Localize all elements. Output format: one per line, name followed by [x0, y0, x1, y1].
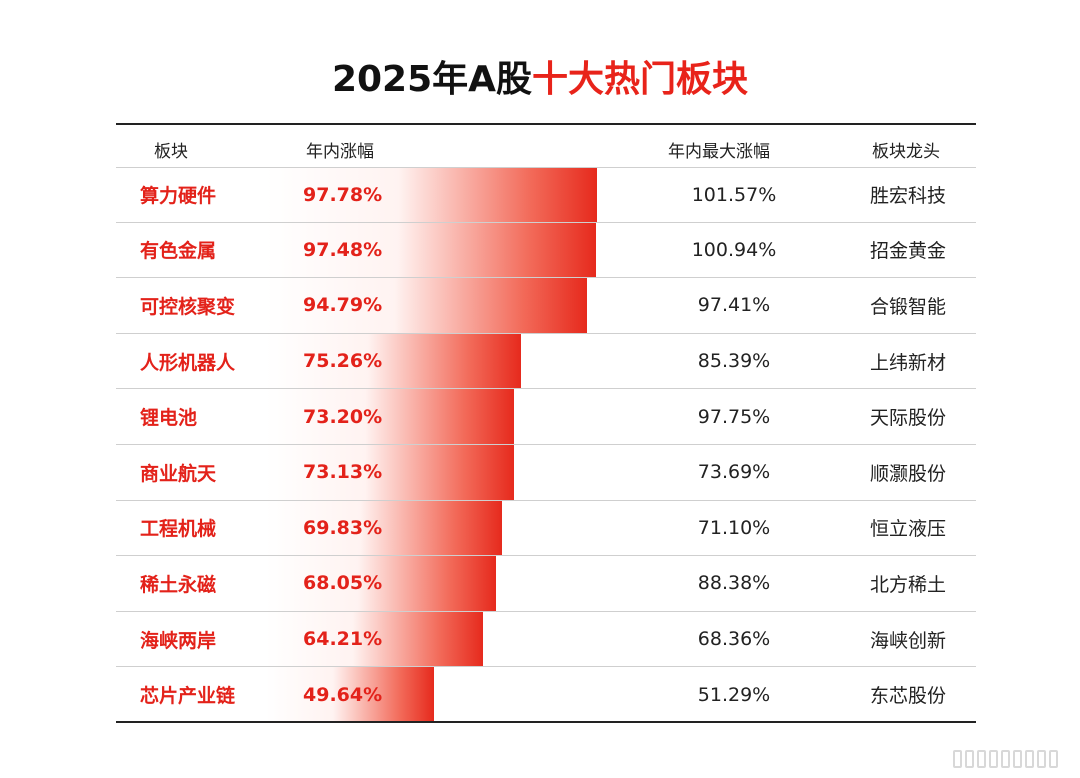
table-top-rule [116, 123, 976, 125]
gain-bar [266, 611, 484, 667]
sector-name: 锂电池 [140, 407, 198, 430]
table-row: 稀土永磁 68.05% 88.38% 北方稀土 [116, 556, 976, 612]
table-row: 可控核聚变 94.79% 97.41% 合锻智能 [116, 278, 976, 334]
table-row: 有色金属 97.48% 100.94% 招金黄金 [116, 222, 976, 279]
leader-name: 顺灏股份 [869, 462, 946, 485]
table-header: 板块 年内涨幅 年内最大涨幅 板块龙头 [116, 125, 976, 169]
max-gain-label: 51.29% [697, 683, 771, 706]
header-sector: 板块 [154, 142, 188, 162]
gain-label: 69.83% [303, 516, 383, 539]
gain-label: 73.20% [303, 405, 383, 428]
max-gain-label: 73.69% [697, 461, 771, 484]
gain-label: 49.64% [303, 683, 383, 706]
max-gain-label: 88.38% [697, 572, 771, 595]
gain-bar [266, 500, 503, 556]
sector-name: 稀土永磁 [140, 573, 217, 596]
gain-label: 97.48% [303, 238, 383, 261]
chart-title: 2025年A股十大热门板块 [0, 50, 1080, 102]
sector-name: 海峡两岸 [140, 629, 217, 652]
max-gain-label: 97.41% [697, 294, 771, 317]
leader-name: 北方稀土 [869, 573, 946, 596]
gain-bar [266, 445, 514, 500]
table-row: 海峡两岸 64.21% 68.36% 海峡创新 [116, 611, 976, 668]
max-gain-label: 71.10% [697, 516, 771, 539]
leader-name: 东芯股份 [869, 685, 946, 708]
gain-label: 64.21% [303, 628, 383, 651]
leader-name: 胜宏科技 [869, 185, 946, 208]
max-gain-label: 85.39% [697, 350, 771, 373]
leader-name: 海峡创新 [869, 629, 946, 652]
gain-bar [266, 222, 596, 278]
gain-label: 68.05% [303, 572, 383, 595]
table-row: 人形机器人 75.26% 85.39% 上纬新材 [116, 333, 976, 390]
gain-bar [266, 333, 521, 389]
title-part-2: 十大热门板块 [532, 59, 749, 100]
gain-label: 75.26% [303, 350, 383, 373]
watermark-icon [953, 750, 1058, 768]
sector-name: 可控核聚变 [140, 295, 236, 318]
header-gain: 年内涨幅 [306, 142, 374, 162]
gain-bar [266, 278, 587, 333]
leader-name: 招金黄金 [869, 240, 946, 263]
gain-bar [266, 168, 597, 222]
table-row: 算力硬件 97.78% 101.57% 胜宏科技 [116, 167, 976, 223]
sector-name: 算力硬件 [140, 185, 217, 208]
title-part-1: 2025年A股 [331, 59, 533, 100]
table-row: 芯片产业链 49.64% 51.29% 东芯股份 [116, 667, 976, 723]
gain-label: 73.13% [303, 461, 383, 484]
gain-bar [266, 389, 514, 444]
gain-bar [266, 556, 497, 611]
header-max-gain: 年内最大涨幅 [668, 142, 770, 162]
sector-name: 工程机械 [140, 518, 217, 541]
leader-name: 合锻智能 [869, 295, 946, 318]
table-row: 商业航天 73.13% 73.69% 顺灏股份 [116, 445, 976, 501]
sector-name: 有色金属 [140, 240, 217, 263]
leader-name: 恒立液压 [869, 518, 946, 541]
table-row: 锂电池 73.20% 97.75% 天际股份 [116, 389, 976, 445]
sector-name: 商业航天 [140, 462, 217, 485]
gain-label: 97.78% [303, 183, 383, 206]
sector-name: 芯片产业链 [140, 685, 236, 708]
table-bottom-rule [116, 721, 976, 723]
sector-name: 人形机器人 [140, 351, 236, 374]
leader-name: 上纬新材 [869, 351, 946, 374]
max-gain-label: 101.57% [691, 183, 777, 206]
leader-name: 天际股份 [869, 407, 946, 430]
max-gain-label: 68.36% [697, 628, 771, 651]
table-row: 工程机械 69.83% 71.10% 恒立液压 [116, 500, 976, 557]
gain-label: 94.79% [303, 294, 383, 317]
gain-bar [266, 667, 435, 722]
max-gain-label: 97.75% [697, 405, 771, 428]
max-gain-label: 100.94% [691, 238, 777, 261]
header-leader: 板块龙头 [872, 142, 940, 162]
